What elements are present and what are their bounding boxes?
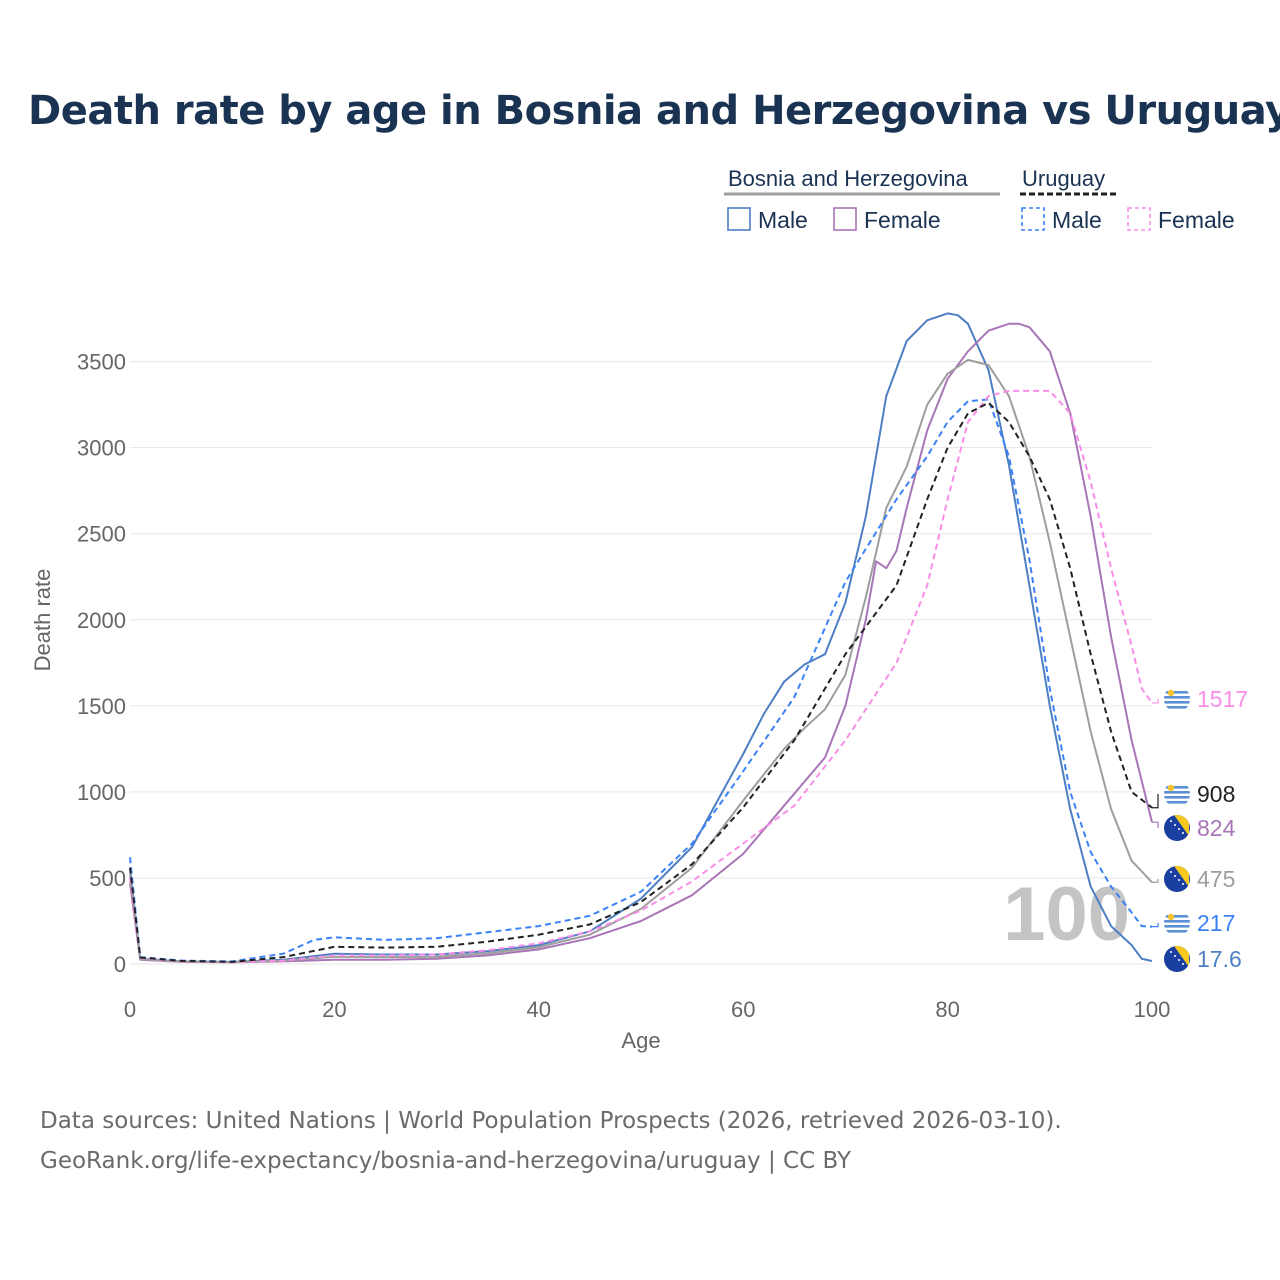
series-line-uruguay-male <box>129 398 1153 963</box>
gridlines <box>130 361 1152 965</box>
flag-star <box>1174 955 1176 957</box>
legend-entry-label: Male <box>758 207 808 233</box>
x-tick-label: 80 <box>935 997 959 1022</box>
flag-star <box>1182 963 1184 965</box>
flag-stripe <box>1164 920 1190 923</box>
flag-stripe <box>1164 786 1190 789</box>
source-link[interactable]: GeoRank.org/life-expectancy/bosnia-and-h… <box>40 1148 852 1174</box>
data-source-note: Data sources: United Nations | World Pop… <box>40 1108 1062 1134</box>
end-label-bosnia-and-herzegovina-female: 824 <box>1197 815 1236 841</box>
legend-swatch-female <box>833 207 857 231</box>
flag-sun <box>1167 689 1175 697</box>
legend-group-title: Uruguay <box>1022 166 1105 191</box>
bosnia-flag-icon <box>1164 946 1190 972</box>
end-label-uruguay-female: 1517 <box>1197 686 1248 712</box>
end-label-connector <box>1152 821 1159 828</box>
flag-star <box>1174 875 1176 877</box>
flag-stripe <box>1164 706 1190 709</box>
flag-sun <box>1167 784 1175 792</box>
year-watermark: 100 <box>1003 872 1130 957</box>
series-line-bosnia-and-herzegovina-male <box>129 312 1153 963</box>
series-line-bosnia-and-herzegovina-total <box>129 358 1153 964</box>
bosnia-flag-icon <box>1164 866 1190 892</box>
end-labels: 17.6 824 475 217 1517 908 <box>1152 686 1248 972</box>
end-label-connector <box>1152 879 1159 883</box>
y-tick-label: 3500 <box>77 350 126 375</box>
end-label-uruguay-male: 217 <box>1197 910 1235 936</box>
series-line-bosnia-and-herzegovina-female <box>129 322 1153 964</box>
x-tick-label: 20 <box>322 997 346 1022</box>
legend-entry-label: Male <box>1052 207 1102 233</box>
flag-star <box>1170 951 1172 953</box>
x-tick-label: 40 <box>527 997 551 1022</box>
flag-star <box>1178 828 1180 830</box>
end-label-connector <box>1152 699 1159 704</box>
y-tick-label: 1500 <box>77 694 126 719</box>
flag-stripe <box>1164 930 1190 933</box>
y-tick-label: 2000 <box>77 608 126 633</box>
flag-sun <box>1167 913 1175 921</box>
flag-stripe <box>1164 925 1190 928</box>
x-tick-label: 0 <box>124 997 136 1022</box>
flag-triangle <box>1174 946 1189 967</box>
flag-stripe <box>1164 701 1190 704</box>
flag-stripe <box>1164 691 1190 694</box>
legend-entry-label: Female <box>1158 207 1235 233</box>
x-tick-label: 60 <box>731 997 755 1022</box>
flag-stripe <box>1164 696 1190 699</box>
flag-star <box>1182 832 1184 834</box>
uruguay-flag-icon <box>1164 686 1190 712</box>
flag-stripe <box>1164 801 1190 804</box>
legend-swatch-male <box>1021 207 1045 231</box>
chart-title: Death rate by age in Bosnia and Herzegov… <box>28 88 1280 134</box>
end-label-uruguay-total: 908 <box>1197 781 1235 807</box>
y-tick-label: 0 <box>114 952 126 977</box>
end-label-connector <box>1152 794 1159 809</box>
y-tick-label: 500 <box>89 866 126 891</box>
flag-stripe <box>1164 791 1190 794</box>
flag-star <box>1178 879 1180 881</box>
x-axis-label: Age <box>621 1028 660 1053</box>
uruguay-flag-icon <box>1164 910 1190 936</box>
x-tick-label: 100 <box>1134 997 1171 1022</box>
legend-entry-label: Female <box>864 207 941 233</box>
y-tick-label: 2500 <box>77 522 126 547</box>
series <box>129 312 1153 964</box>
axes: 0 500 1000 1500 2000 2500 3000 3500 0 20 40 60 80 100… <box>30 350 1170 1053</box>
flag-stripe <box>1164 796 1190 799</box>
flag-star <box>1174 824 1176 826</box>
end-label-bosnia-and-herzegovina-total: 475 <box>1197 866 1235 892</box>
uruguay-flag-icon <box>1164 781 1190 807</box>
series-line-uruguay-female <box>129 389 1153 964</box>
legend: Bosnia and Herzegovina Male Female Uruguay M… <box>724 166 1235 233</box>
legend-swatch-female <box>1127 207 1151 231</box>
end-label-bosnia-and-herzegovina-male: 17.6 <box>1197 946 1242 972</box>
y-axis-label: Death rate <box>30 569 55 672</box>
flag-star <box>1170 871 1172 873</box>
series-line-uruguay-total <box>129 401 1153 963</box>
flag-star <box>1170 820 1172 822</box>
flag-star <box>1178 959 1180 961</box>
bosnia-flag-icon <box>1164 815 1190 841</box>
flag-stripe <box>1164 915 1190 918</box>
legend-swatch-male <box>727 207 751 231</box>
y-tick-label: 3000 <box>77 436 126 461</box>
y-tick-label: 1000 <box>77 780 126 805</box>
end-label-connector <box>1152 923 1159 928</box>
flag-star <box>1182 883 1184 885</box>
flag-triangle <box>1174 815 1189 836</box>
flag-triangle <box>1174 866 1189 887</box>
legend-group-title: Bosnia and Herzegovina <box>728 166 968 191</box>
